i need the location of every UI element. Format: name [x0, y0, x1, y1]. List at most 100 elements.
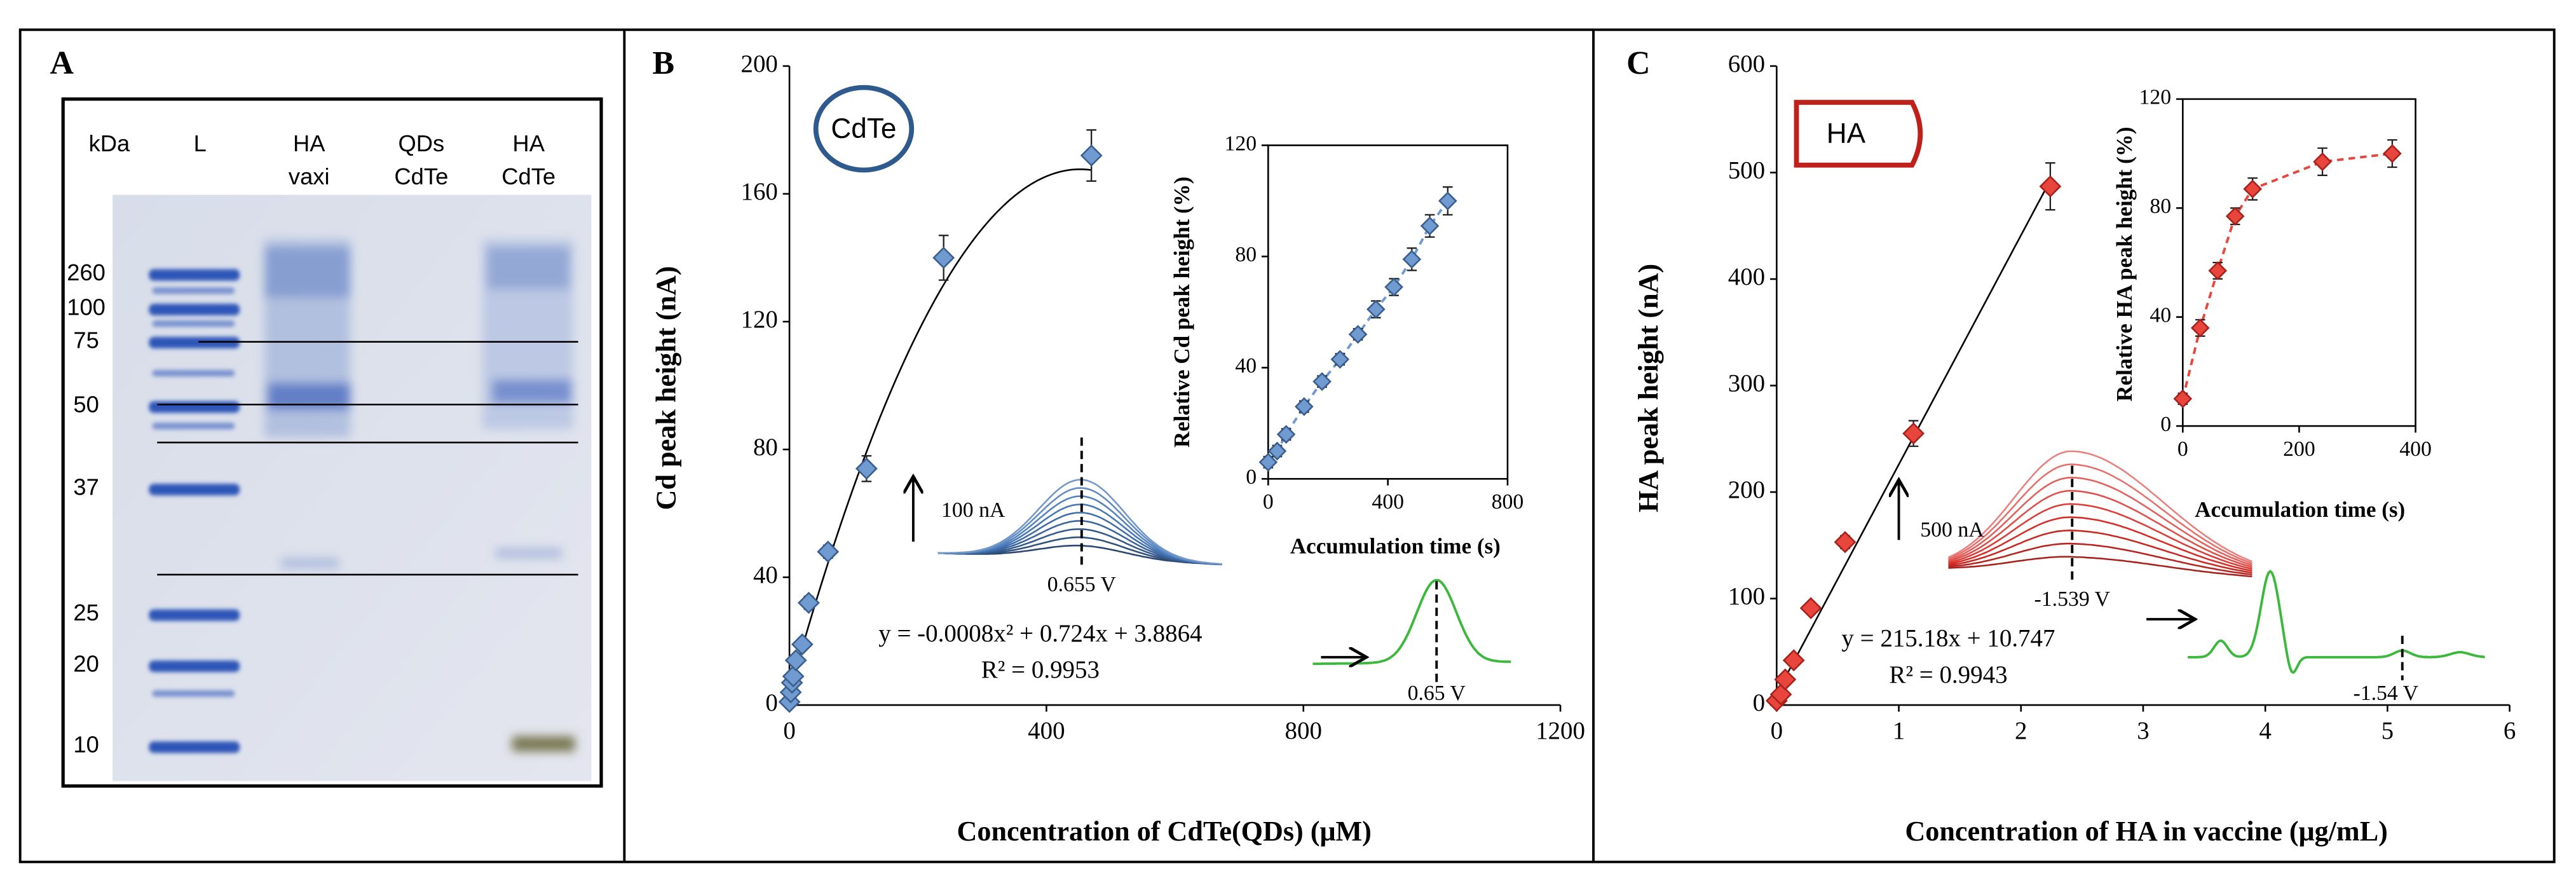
- ladder-band: [149, 401, 240, 413]
- x-tick-label: 1: [1893, 717, 1905, 744]
- smear: [264, 247, 351, 298]
- annotation: -1.539 V: [2034, 587, 2110, 611]
- x-tick-label: 0: [1771, 717, 1783, 744]
- fit-r2: R² = 0.9953: [981, 656, 1100, 683]
- y-tick-label: 0: [765, 689, 777, 716]
- marker-label: 37: [73, 474, 99, 500]
- annotation: 0.65 V: [1408, 681, 1466, 705]
- smear: [487, 247, 570, 289]
- figure-frame: [18, 28, 2556, 863]
- y-tick-label: 400: [1728, 263, 1765, 291]
- data-point: [2243, 179, 2262, 199]
- data-point: [1295, 397, 1314, 416]
- marker-label: 75: [73, 327, 99, 353]
- data-point: [1312, 372, 1332, 392]
- data-point: [1402, 250, 1422, 269]
- x-tick-label: 400: [2399, 437, 2432, 461]
- ladder-band: [149, 484, 240, 496]
- x-axis-label: Concentration of CdTe(QDs) (μM): [957, 816, 1372, 847]
- ladder-band: [152, 320, 235, 327]
- badge: [813, 85, 915, 173]
- badge: [1794, 100, 1923, 168]
- voltammogram-curve: [1948, 529, 2252, 574]
- data-point: [2383, 144, 2402, 163]
- data-point: [1276, 425, 1296, 444]
- green-curve: [2188, 570, 2485, 674]
- y-tick-label: 200: [1728, 476, 1765, 503]
- data-point: [1834, 531, 1857, 554]
- lane-label: QDs: [398, 130, 444, 156]
- x-tick-label: 400: [1372, 490, 1404, 514]
- lane-label: kDa: [89, 130, 130, 156]
- data-point: [1384, 277, 1403, 297]
- data-point: [2173, 389, 2193, 409]
- data-point: [1799, 597, 1822, 620]
- panel-label: C: [1626, 45, 1651, 81]
- y-tick-label: 500: [1728, 156, 1765, 184]
- x-tick-label: 6: [2504, 717, 2516, 744]
- x-tick-label: 5: [2382, 717, 2394, 744]
- marker-label: 260: [67, 259, 106, 285]
- x-tick-label: 800: [1492, 490, 1524, 514]
- y-tick-label: 0: [2160, 413, 2171, 436]
- ladder-band: [152, 422, 235, 430]
- y-axis-label: Relative Cd peak height (%): [1169, 177, 1194, 448]
- marker-label: 100: [67, 294, 106, 320]
- data-point: [2039, 175, 2062, 198]
- x-tick-label: 200: [2283, 437, 2315, 461]
- y-tick-label: 200: [740, 50, 777, 78]
- ladder-band: [149, 660, 240, 673]
- marker-label: 50: [73, 392, 99, 418]
- fit-r2: R² = 0.9943: [1889, 661, 2007, 688]
- y-tick-label: 120: [2139, 86, 2171, 109]
- voltammogram-curve: [1947, 450, 2252, 563]
- smear: [492, 380, 572, 403]
- marker-label: 25: [73, 599, 99, 626]
- ladder-band: [152, 690, 235, 697]
- voltammogram-curve: [1948, 476, 2252, 566]
- plot-frame: [1267, 144, 1509, 480]
- badge-label: CdTe: [831, 113, 896, 144]
- y-tick-label: 160: [740, 178, 777, 205]
- data-point: [1080, 144, 1103, 167]
- data-point: [1267, 441, 1287, 461]
- green-curve: [1312, 578, 1511, 666]
- voltammogram: [1947, 450, 2485, 674]
- data-point: [2190, 318, 2210, 338]
- data-point: [932, 247, 955, 269]
- x-tick-label: 2: [2015, 717, 2027, 744]
- x-tick-label: 800: [1285, 717, 1322, 744]
- x-tick-label: 4: [2259, 717, 2271, 744]
- panel-label: A: [50, 45, 74, 81]
- y-tick-label: 40: [753, 561, 778, 589]
- ladder-band: [149, 336, 240, 349]
- data-point: [1330, 350, 1350, 369]
- x-axis-label: Accumulation time (s): [1290, 533, 1501, 558]
- x-axis-label: Accumulation time (s): [2195, 497, 2405, 522]
- x-axis-label: Concentration of HA in vaccine (μg/mL): [1905, 816, 2387, 847]
- voltammogram-curve: [1948, 489, 2252, 568]
- y-tick-label: 600: [1728, 50, 1765, 78]
- x-tick-label: 0: [783, 717, 795, 744]
- ladder-band: [149, 609, 240, 621]
- data-point: [1902, 422, 1925, 445]
- x-tick-label: 400: [1028, 717, 1065, 744]
- data-point: [784, 649, 807, 672]
- ladder-band: [149, 269, 240, 281]
- lane-label: CdTe: [501, 163, 555, 189]
- data-point: [1258, 453, 1278, 472]
- annotation: 500 nA: [1920, 518, 1984, 542]
- voltammogram: [937, 479, 1511, 666]
- lane-label: L: [194, 130, 207, 156]
- voltammogram-curve: [1948, 503, 2252, 570]
- y-tick-label: 40: [2150, 303, 2171, 327]
- data-point: [2313, 152, 2332, 172]
- ladder-band: [149, 741, 240, 753]
- smear: [512, 736, 575, 751]
- fit-equation: y = -0.0008x² + 0.724x + 3.8864: [878, 620, 1202, 647]
- voltammogram-curve: [1948, 516, 2252, 572]
- ladder-band: [152, 369, 235, 377]
- voltammogram-curve: [937, 479, 1222, 565]
